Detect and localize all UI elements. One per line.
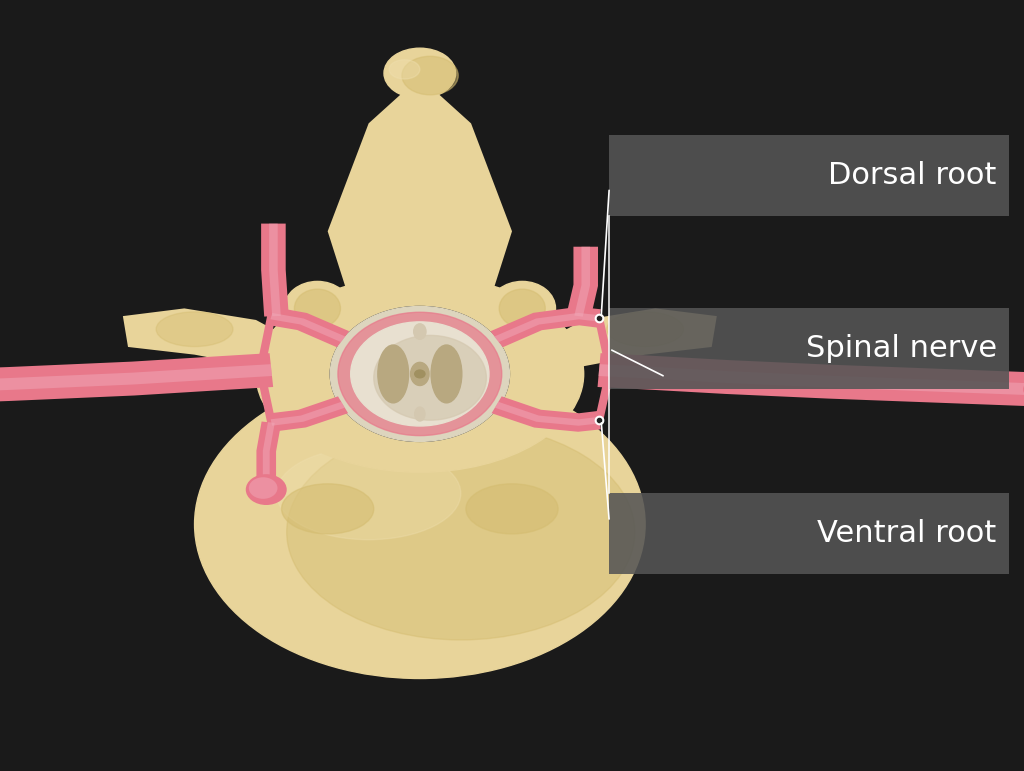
Polygon shape xyxy=(512,308,717,382)
Ellipse shape xyxy=(384,48,456,99)
Polygon shape xyxy=(574,247,590,317)
FancyBboxPatch shape xyxy=(609,308,1009,389)
Polygon shape xyxy=(0,353,273,408)
Ellipse shape xyxy=(466,484,558,534)
Polygon shape xyxy=(270,402,345,426)
Polygon shape xyxy=(490,307,601,347)
FancyBboxPatch shape xyxy=(609,135,1009,216)
Ellipse shape xyxy=(411,362,429,386)
Ellipse shape xyxy=(195,370,645,678)
Polygon shape xyxy=(256,422,282,486)
Polygon shape xyxy=(492,396,601,432)
Polygon shape xyxy=(269,396,348,432)
Polygon shape xyxy=(263,423,274,486)
Ellipse shape xyxy=(389,60,420,79)
Text: Dorsal root: Dorsal root xyxy=(828,161,996,190)
Polygon shape xyxy=(123,308,328,382)
Ellipse shape xyxy=(415,370,425,378)
Ellipse shape xyxy=(330,307,509,441)
Text: Spinal nerve: Spinal nerve xyxy=(806,335,996,363)
Text: Ventral root: Ventral root xyxy=(817,520,996,548)
Polygon shape xyxy=(566,247,598,318)
Ellipse shape xyxy=(256,275,584,472)
Polygon shape xyxy=(261,224,289,317)
Polygon shape xyxy=(495,402,600,426)
Ellipse shape xyxy=(431,345,462,403)
Ellipse shape xyxy=(606,311,684,347)
Ellipse shape xyxy=(246,474,287,505)
Ellipse shape xyxy=(500,289,545,328)
Polygon shape xyxy=(270,313,345,342)
Polygon shape xyxy=(0,364,272,397)
Ellipse shape xyxy=(350,322,489,426)
Ellipse shape xyxy=(330,307,509,441)
Ellipse shape xyxy=(294,289,340,328)
Polygon shape xyxy=(268,307,349,347)
Polygon shape xyxy=(328,77,512,328)
Ellipse shape xyxy=(401,56,459,95)
Ellipse shape xyxy=(374,335,486,420)
Ellipse shape xyxy=(415,407,425,421)
Ellipse shape xyxy=(276,447,461,540)
Ellipse shape xyxy=(249,477,278,499)
Ellipse shape xyxy=(378,345,409,403)
Polygon shape xyxy=(269,224,281,316)
FancyBboxPatch shape xyxy=(609,493,1009,574)
Ellipse shape xyxy=(338,312,502,436)
Polygon shape xyxy=(495,313,600,342)
Ellipse shape xyxy=(287,424,635,640)
Ellipse shape xyxy=(282,484,374,534)
Polygon shape xyxy=(598,353,1024,406)
Ellipse shape xyxy=(284,281,350,335)
Ellipse shape xyxy=(156,311,233,347)
Ellipse shape xyxy=(489,281,555,335)
Polygon shape xyxy=(598,364,1024,396)
Ellipse shape xyxy=(1023,381,1024,398)
Ellipse shape xyxy=(414,324,426,339)
